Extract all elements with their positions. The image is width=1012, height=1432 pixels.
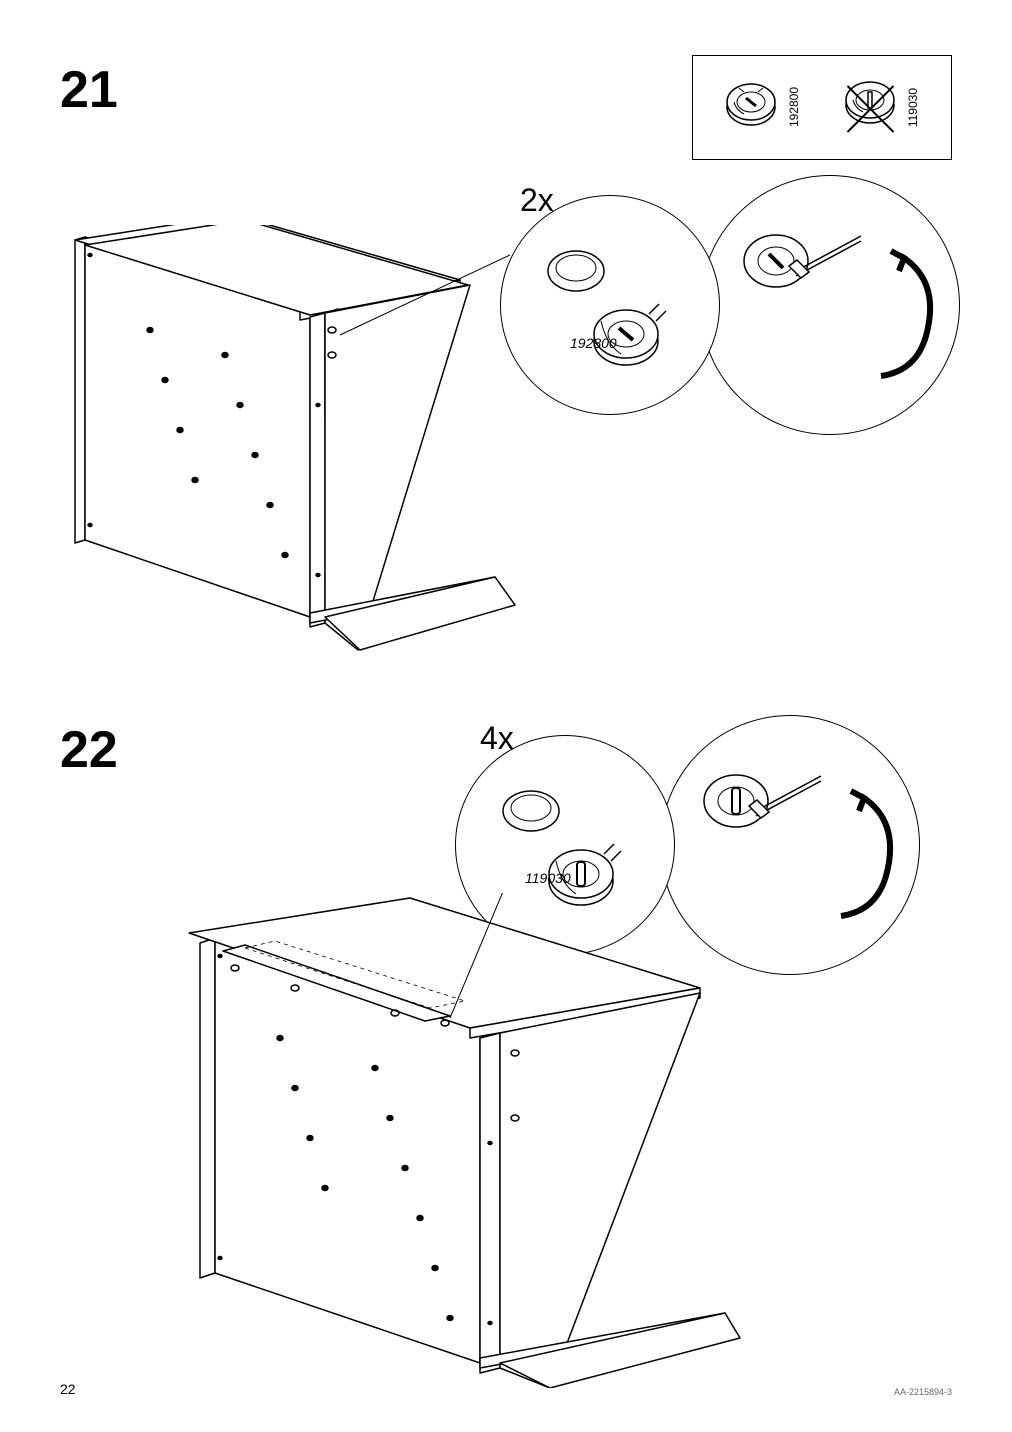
hardware-wrong: 119030	[843, 78, 920, 138]
cam-lock-wrong-icon	[843, 78, 898, 133]
hardware-reference-box: 192800 119030	[692, 55, 952, 160]
furniture-21-illustration	[50, 225, 530, 665]
cross-out-icon	[843, 78, 898, 138]
step-21-part-number: 192800	[570, 335, 617, 351]
document-id: AA-2215894-3	[894, 1387, 952, 1397]
furniture-22-illustration	[145, 893, 745, 1388]
step-21-number: 21	[60, 60, 118, 120]
cam-insert-detail-icon	[501, 196, 721, 416]
step-22-part-number: 119030	[525, 870, 571, 886]
part-number-wrong: 119030	[906, 88, 920, 127]
cam-lock-icon	[724, 80, 779, 135]
step-21-detail-circle-b	[700, 175, 960, 435]
step-22-number: 22	[60, 720, 118, 780]
instruction-page: 21 192800 1	[0, 0, 1012, 1432]
screwdriver-detail-icon	[701, 176, 961, 436]
hardware-correct: 192800	[724, 80, 801, 135]
step-21-detail-circle-a	[500, 195, 720, 415]
page-number: 22	[60, 1381, 76, 1397]
part-number-correct: 192800	[787, 87, 801, 127]
